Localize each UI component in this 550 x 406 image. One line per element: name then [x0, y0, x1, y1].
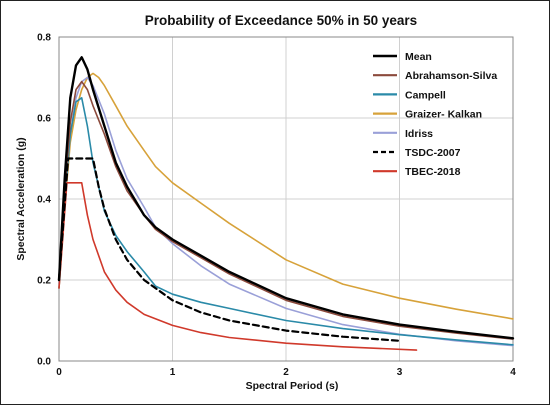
x-tick-label: 3: [397, 367, 403, 378]
series-line-campell: [58, 97, 514, 346]
y-tick-label: 0.8: [37, 33, 51, 44]
series-line-tsdc-2007: [57, 157, 401, 342]
series-line-graizer-kalkan: [58, 72, 514, 320]
y-tick-label: 0.0: [37, 357, 51, 368]
plot-area: [58, 36, 514, 362]
legend-label: Graizer- Kalkan: [405, 109, 482, 121]
x-axis-label: Spectral Period (s): [246, 380, 339, 392]
tick-labels: 0 1 2 3 4 0.0 0.2 0.4 0.6 0.8: [37, 33, 516, 379]
x-tick-label: 4: [510, 367, 516, 378]
legend-label: Mean: [405, 51, 432, 63]
series-line-idriss: [58, 76, 514, 347]
x-tick-label: 1: [170, 367, 176, 378]
y-tick-label: 0.4: [37, 195, 51, 206]
legend-label: Campell: [405, 89, 446, 101]
chart-title: Probability of Exceedance 50% in 50 year…: [145, 13, 417, 28]
x-tick-label: 0: [56, 367, 62, 378]
series-lines: [57, 56, 515, 351]
series-line-tbec-2018: [58, 182, 418, 351]
legend-label: Abrahamson-Silva: [405, 70, 497, 82]
grid-lines: [58, 36, 514, 362]
legend: Mean Abrahamson-Silva Campell Graizer- Kalk…: [373, 51, 497, 178]
legend-label: Idriss: [405, 128, 433, 140]
y-tick-label: 0.2: [37, 276, 51, 287]
legend-label: TBEC-2018: [405, 166, 461, 178]
legend-label: TSDC-2007: [405, 147, 461, 159]
y-axis-label: Spectral Acceleration (g): [15, 137, 27, 260]
x-tick-label: 2: [283, 367, 289, 378]
y-tick-label: 0.6: [37, 114, 51, 125]
series-line-mean: [57, 56, 515, 340]
